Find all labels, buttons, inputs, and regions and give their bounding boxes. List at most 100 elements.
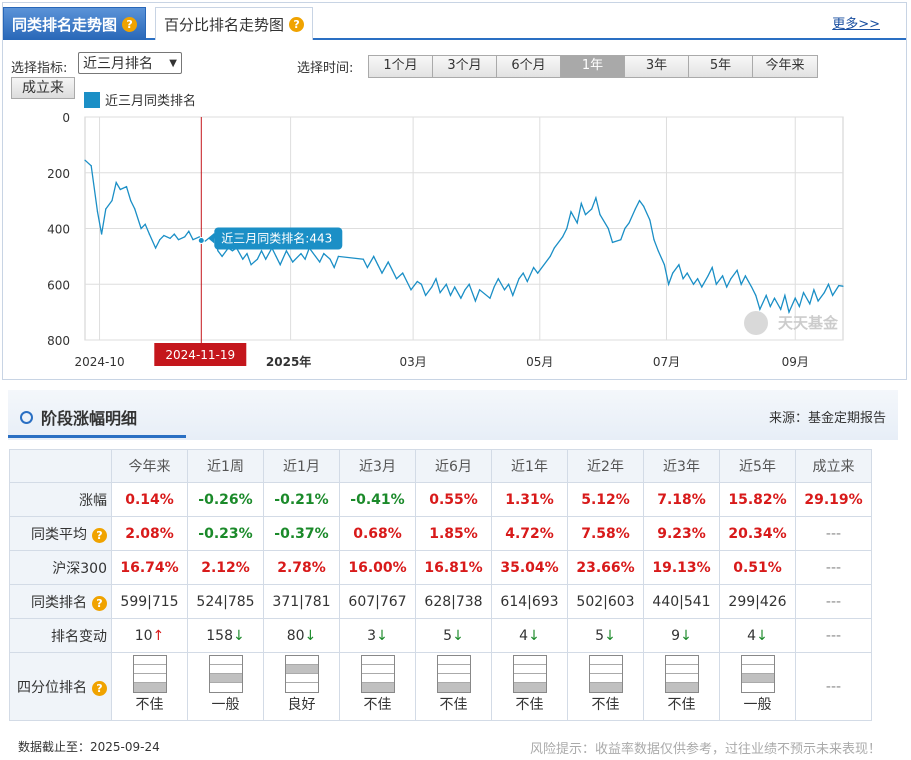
table-cell: 10↑ (111, 618, 188, 653)
table-cell: -0.41% (339, 482, 416, 517)
x-tick-label: 07月 (653, 355, 680, 369)
data-point (512, 294, 514, 296)
time-option-1m[interactable]: 1个月 (369, 56, 433, 77)
table-cell: 不佳 (339, 652, 416, 721)
table-cell: 一般 (187, 652, 264, 721)
help-icon[interactable]: ? (289, 16, 305, 32)
quartile-bar (513, 656, 546, 665)
table-cell: --- (795, 618, 872, 653)
rank-change-value: 4 (747, 627, 757, 644)
data-point (769, 305, 771, 308)
quartile-bar (513, 665, 546, 674)
quartile-bar (285, 674, 318, 683)
table-cell: --- (795, 516, 872, 551)
data-point (337, 255, 339, 257)
legend-swatch (84, 91, 100, 108)
table-header-row: 今年来 近1周 近1月 近3月 近6月 近1年 近2年 近3年 近5年 成立来 (9, 449, 872, 483)
data-point (366, 266, 369, 269)
arrow-down-icon: ↓ (756, 627, 768, 644)
table-row: 同类平均? 2.08% -0.23% -0.37% 0.68% 1.85% 4.72% 7.5… (9, 516, 872, 551)
data-point (526, 280, 528, 283)
data-point (362, 258, 364, 260)
table-cell: 不佳 (415, 652, 492, 721)
data-point (726, 286, 728, 288)
cell-value: 0.14% (125, 491, 174, 508)
data-point (707, 275, 709, 277)
data-point (256, 258, 258, 260)
tab-percent-rank-trend[interactable]: 百分比排名走势图 ? (155, 7, 314, 40)
data-point (169, 237, 171, 239)
data-point (460, 297, 462, 299)
since-inception-button[interactable]: 成立来 (11, 77, 75, 99)
more-link[interactable]: 更多>> (832, 17, 880, 32)
arrow-down-icon: ↓ (528, 627, 540, 644)
data-point (611, 241, 614, 244)
stage-returns-table: 今年来 近1周 近1月 近3月 近6月 近1年 近2年 近3年 近5年 成立来涨幅 0.14% -0.… (9, 449, 872, 721)
help-icon[interactable]: ? (122, 16, 138, 32)
table-cell: 371|781 (263, 584, 340, 619)
data-point (445, 283, 447, 285)
help-icon[interactable]: ? (92, 595, 107, 611)
table-cell: 4↓ (491, 618, 568, 653)
chart-legend[interactable]: 近三月同类排名 (84, 90, 196, 109)
help-icon[interactable]: ? (92, 527, 107, 543)
data-point (842, 285, 844, 287)
data-point (643, 205, 645, 207)
arrow-down-icon: ↓ (304, 627, 317, 644)
table-cell: 2.08% (111, 516, 188, 551)
data-point (503, 289, 506, 291)
quartile-bar (665, 683, 698, 692)
quartile-chart (132, 655, 167, 693)
data-point (765, 294, 767, 296)
data-point (134, 208, 136, 210)
arrow-down-icon: ↓ (452, 627, 464, 644)
indicator-select[interactable]: 近三月排名 ▼ (78, 52, 182, 74)
time-option-3y[interactable]: 3年 (625, 56, 689, 77)
quartile-chart (512, 655, 547, 693)
table-cell: -0.26% (187, 482, 264, 517)
quartile-label: 不佳 (135, 697, 164, 713)
time-option-ytd[interactable]: 今年来 (753, 56, 817, 77)
data-point (260, 250, 263, 252)
time-option-1y[interactable]: 1年 (561, 56, 625, 77)
table-row: 沪深300 16.74% 2.12% 2.78% 16.00% 16.81% 35.04% 2… (9, 550, 872, 585)
data-point (285, 250, 288, 252)
arrow-down-icon: ↓ (376, 627, 388, 644)
rank-line-chart[interactable]: 0 200 400 600 800 2024-10 2025年 03月 05月 07月 09月 天天基… (0, 0, 911, 380)
data-point (431, 286, 433, 288)
table-cell: -0.23% (187, 516, 264, 551)
data-point (580, 202, 582, 205)
arrow-down-icon: ↓ (680, 627, 692, 644)
time-option-5y[interactable]: 5年 (689, 56, 753, 77)
help-icon[interactable]: ? (92, 680, 107, 696)
tab-rank-trend[interactable]: 同类排名走势图 ? (3, 7, 147, 40)
table-cell: --- (795, 584, 872, 619)
quartile-label: 一般 (211, 697, 240, 713)
data-point (570, 211, 572, 213)
y-tick-label: 800 (47, 334, 70, 348)
table-cell: 3↓ (339, 618, 416, 653)
x-tick-label: 03月 (399, 355, 426, 369)
data-point (740, 283, 742, 285)
row-label: 沪深300 (52, 560, 107, 577)
quartile-bar (437, 674, 470, 683)
cell-value: 7.18% (657, 491, 706, 508)
table-cell: 502|603 (567, 584, 644, 619)
tooltip-pointer (208, 233, 215, 244)
date-flag (154, 343, 247, 366)
time-label: 选择时间: (297, 61, 354, 76)
time-option-3m[interactable]: 3个月 (433, 56, 497, 77)
data-point (449, 294, 452, 296)
row-header: 沪深300 (9, 550, 112, 585)
table-cell: --- (795, 550, 872, 585)
data-point (628, 222, 630, 224)
data-point (275, 255, 277, 257)
cell-value: 502|603 (576, 593, 635, 610)
data-point (221, 255, 223, 257)
data-point (697, 278, 699, 280)
chart-panel: 同类排名走势图 ? 百分比排名走势图 ? 更多>> (2, 2, 907, 380)
row-label: 涨幅 (79, 492, 107, 509)
quartile-bar (665, 674, 698, 683)
table-row-quartile: 四分位排名? 不佳 一般 良好 不佳 不佳 不佳 不佳 不佳 一般 --- (9, 652, 872, 721)
time-option-6m[interactable]: 6个月 (497, 56, 561, 77)
